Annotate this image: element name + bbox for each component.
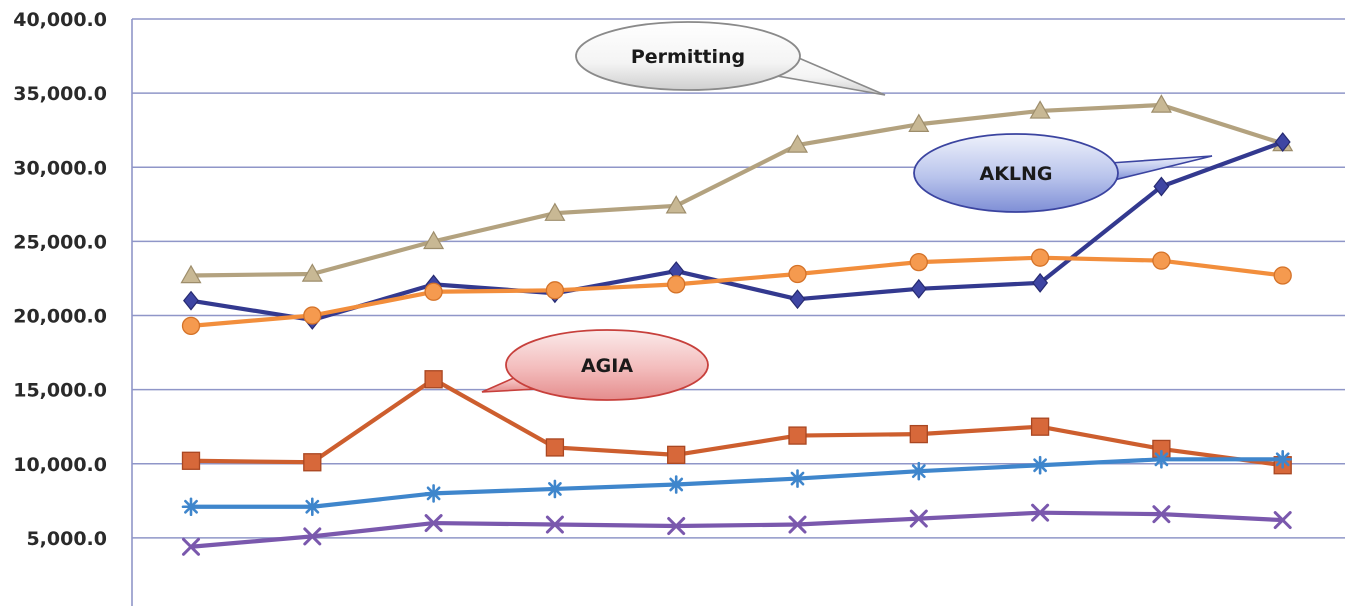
data-point [1273, 450, 1292, 469]
data-point [424, 514, 443, 533]
data-point [667, 445, 686, 465]
data-point [303, 527, 322, 546]
data-point [786, 134, 809, 153]
data-point [424, 484, 443, 503]
data-point [665, 195, 687, 214]
data-point [788, 264, 807, 284]
callout-label: AGIA [581, 355, 633, 377]
data-point [1152, 450, 1171, 469]
data-point [182, 537, 200, 556]
data-point [183, 290, 199, 311]
y-tick-label: 35,000.0 [13, 83, 107, 105]
data-point [545, 281, 565, 300]
data-point [424, 282, 443, 301]
y-tick-label: 25,000.0 [13, 231, 107, 253]
data-point [544, 202, 566, 221]
callout-aklng: AKLNG [913, 133, 1213, 213]
data-point [1150, 94, 1172, 113]
data-point [1030, 248, 1050, 267]
data-point [181, 497, 201, 517]
data-point [1153, 176, 1170, 197]
callout-permitting: Permitting [575, 21, 886, 96]
data-point [545, 479, 565, 499]
data-point [424, 370, 443, 389]
callout-bubble [913, 133, 1119, 213]
data-point [1273, 266, 1292, 285]
series-group [182, 503, 1292, 556]
data-point [667, 517, 686, 536]
series-line [188, 457, 1285, 509]
data-point [1030, 417, 1050, 436]
series-group [181, 248, 1292, 336]
y-tick-label: 15,000.0 [13, 380, 107, 402]
data-point [1152, 505, 1171, 524]
data-point [180, 264, 202, 284]
data-point [1032, 272, 1049, 293]
data-point [181, 316, 201, 336]
y-tick-label: 10,000.0 [13, 454, 107, 476]
callout-tail [1109, 155, 1213, 181]
data-point [1031, 503, 1050, 522]
data-point [423, 230, 445, 250]
data-point [909, 424, 928, 444]
data-point [1029, 100, 1051, 119]
data-point [789, 289, 806, 310]
series-line [188, 255, 1285, 328]
data-point [545, 438, 565, 457]
series-line [188, 377, 1285, 468]
data-point [1030, 455, 1050, 475]
data-point [1273, 511, 1292, 530]
y-axis: 5,000.0 10,000.0 15,000.0 20,000.0 25,000.0 3… [13, 9, 133, 606]
data-point [910, 278, 927, 299]
y-tick-label: 30,000.0 [13, 157, 107, 179]
data-point [667, 275, 686, 294]
data-point [666, 475, 686, 494]
series-line [188, 102, 1285, 278]
data-point [545, 515, 564, 534]
data-point [303, 306, 322, 325]
y-tick-label: 40,000.0 [13, 9, 107, 31]
callout-agia: AGIA [481, 329, 709, 401]
data-point [301, 263, 323, 282]
series-group [181, 370, 1292, 475]
data-point [1274, 132, 1291, 153]
series-line [188, 510, 1285, 549]
data-point [909, 509, 928, 528]
data-point [908, 113, 930, 132]
callout-label: AKLNG [979, 163, 1052, 185]
series-group [181, 450, 1292, 517]
series-layer [180, 94, 1294, 556]
callout-label: Permitting [631, 46, 745, 68]
data-point [788, 426, 807, 445]
data-point [909, 252, 928, 272]
y-tick-label: 20,000.0 [13, 306, 107, 328]
data-point [302, 497, 322, 517]
data-point [788, 469, 807, 488]
callout-bubble [575, 21, 801, 91]
data-point [909, 461, 929, 481]
callout-layer: Permitting AKLNG AGIA [481, 21, 1213, 401]
data-point [181, 451, 201, 470]
data-point [303, 453, 322, 472]
callout-bubble [505, 329, 709, 401]
y-tick-label: 5,000.0 [26, 528, 107, 550]
data-point [788, 515, 807, 534]
data-point [1152, 251, 1171, 270]
series-group [180, 94, 1294, 284]
